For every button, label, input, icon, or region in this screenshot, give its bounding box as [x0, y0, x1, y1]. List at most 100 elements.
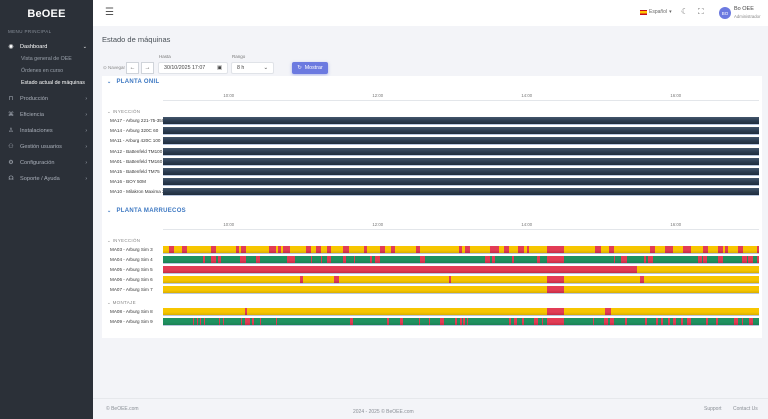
stop-segment[interactable] [354, 255, 356, 263]
stop-segment[interactable] [683, 245, 691, 253]
sidebar-subitem-0[interactable]: Vista general de OEE [21, 56, 72, 62]
stop-segment[interactable] [621, 255, 628, 263]
stop-segment[interactable] [454, 317, 458, 325]
stop-segment[interactable] [439, 317, 444, 325]
machine-status-bar[interactable] [163, 188, 759, 197]
machine-status-bar[interactable] [163, 276, 759, 285]
stop-segment[interactable] [514, 317, 517, 325]
stop-segment[interactable] [741, 317, 743, 325]
stop-segment[interactable] [526, 245, 530, 253]
stop-segment[interactable] [458, 245, 463, 253]
stop-segment[interactable] [241, 245, 247, 253]
stop-segment[interactable] [275, 317, 278, 325]
machine-status-bar[interactable] [163, 117, 759, 125]
show-button[interactable]: ↻ Mostrar [292, 62, 328, 74]
stop-segment[interactable] [705, 317, 709, 325]
calendar-icon[interactable]: ▣ [216, 65, 222, 71]
stop-segment[interactable] [244, 317, 250, 325]
stop-segment[interactable] [546, 276, 565, 284]
stop-segment[interactable] [595, 245, 602, 253]
sidebar-subitem-2[interactable]: Estado actual de máquinas [21, 80, 85, 86]
stop-segment[interactable] [725, 245, 728, 253]
machine-label[interactable]: MA07 - Arburg Sim 7 [110, 287, 153, 293]
stop-segment[interactable] [698, 255, 702, 263]
stop-segment[interactable] [420, 255, 425, 263]
group-header[interactable]: ⌄ INYECCIÓN [107, 109, 140, 115]
stop-segment[interactable] [747, 255, 753, 263]
machine-status-bar[interactable] [163, 255, 759, 264]
avatar[interactable]: BO [719, 7, 731, 19]
machine-status-bar[interactable] [163, 317, 759, 326]
stop-segment[interactable] [737, 245, 743, 253]
stop-segment[interactable] [603, 317, 608, 325]
stop-segment[interactable] [211, 245, 217, 253]
stop-segment[interactable] [648, 255, 654, 263]
stop-segment[interactable] [428, 317, 430, 325]
dark-mode-icon[interactable]: ☾ [681, 7, 689, 16]
machine-label[interactable]: MA03 - Arburg Sim 3 [110, 246, 153, 252]
machine-label[interactable]: MA08 - Arburg Sim 8 [110, 308, 153, 314]
stop-segment[interactable] [546, 245, 565, 253]
stop-segment[interactable] [644, 317, 648, 325]
stop-segment[interactable] [703, 245, 709, 253]
stop-segment[interactable] [660, 317, 664, 325]
stop-segment[interactable] [192, 317, 195, 325]
stop-segment[interactable] [649, 245, 655, 253]
stop-segment[interactable] [605, 307, 612, 315]
stop-segment[interactable] [334, 276, 340, 284]
machine-label[interactable]: MA14 - Arburg 320C 60 [110, 128, 159, 134]
sidebar-item-0[interactable]: ◉ Dashboard ⌄ [7, 43, 87, 51]
stop-segment[interactable] [504, 245, 510, 253]
stop-segment[interactable] [241, 317, 243, 325]
stop-segment[interactable] [489, 245, 500, 253]
machine-label[interactable]: MA04 - Arburg Sim 4 [110, 256, 153, 262]
stop-segment[interactable] [467, 317, 469, 325]
stop-segment[interactable] [343, 255, 346, 263]
stop-segment[interactable] [546, 317, 565, 325]
menu-toggle-icon[interactable]: ☰ [105, 7, 114, 18]
stop-segment[interactable] [299, 276, 304, 284]
stop-segment[interactable] [196, 317, 198, 325]
sidebar-item-4[interactable]: ⚇ Gestión usuarios › [7, 143, 87, 151]
sidebar-item-1[interactable]: ⊓ Producción › [7, 95, 87, 103]
stop-segment[interactable] [734, 317, 738, 325]
stop-segment[interactable] [239, 255, 247, 263]
machine-status-bar[interactable] [163, 147, 759, 156]
sidebar-subitem-1[interactable]: Órdenes en curso [21, 68, 64, 74]
sidebar-item-2[interactable]: ⌘ Eficiencia › [7, 111, 87, 119]
stop-segment[interactable] [416, 245, 421, 253]
machine-status-bar[interactable] [163, 307, 759, 316]
machine-label[interactable]: MA06 - Arburg Sim 6 [110, 277, 153, 283]
stop-segment[interactable] [664, 245, 674, 253]
stop-segment[interactable] [718, 245, 723, 253]
stop-segment[interactable] [624, 317, 628, 325]
stop-segment[interactable] [643, 255, 646, 263]
stop-segment[interactable] [639, 276, 644, 284]
stop-segment[interactable] [305, 245, 311, 253]
stop-segment[interactable] [217, 255, 222, 263]
stop-segment[interactable] [749, 317, 753, 325]
stop-segment[interactable] [278, 245, 281, 253]
machine-label[interactable]: MA11 - Arburg 420C 100 [110, 138, 161, 144]
stop-segment[interactable] [511, 255, 515, 263]
user-name[interactable]: Bo OEE [734, 6, 754, 12]
stop-segment[interactable] [459, 317, 463, 325]
machine-label[interactable]: MA09 - Arburg Sim 9 [110, 318, 153, 324]
stop-segment[interactable] [375, 255, 381, 263]
stop-segment[interactable] [655, 317, 659, 325]
plant-header[interactable]: ⌄ PLANTA MARRUECOS [107, 208, 186, 214]
stop-segment[interactable] [181, 245, 187, 253]
stop-segment[interactable] [464, 245, 470, 253]
stop-segment[interactable] [236, 245, 239, 253]
stop-segment[interactable] [418, 317, 421, 325]
stop-segment[interactable] [259, 317, 262, 325]
stop-segment[interactable] [718, 255, 723, 263]
group-header[interactable]: ⌄ MONTAJE [107, 300, 136, 306]
stop-segment[interactable] [613, 255, 615, 263]
machine-status-bar[interactable] [163, 178, 759, 187]
stop-segment[interactable] [222, 317, 224, 325]
machine-label[interactable]: MA01 - Battenfeld TM160 [110, 158, 163, 164]
stop-segment[interactable] [315, 245, 321, 253]
machine-label[interactable]: MA17 - Arburg 221-75-350 [110, 118, 165, 123]
stop-segment[interactable] [350, 317, 353, 325]
